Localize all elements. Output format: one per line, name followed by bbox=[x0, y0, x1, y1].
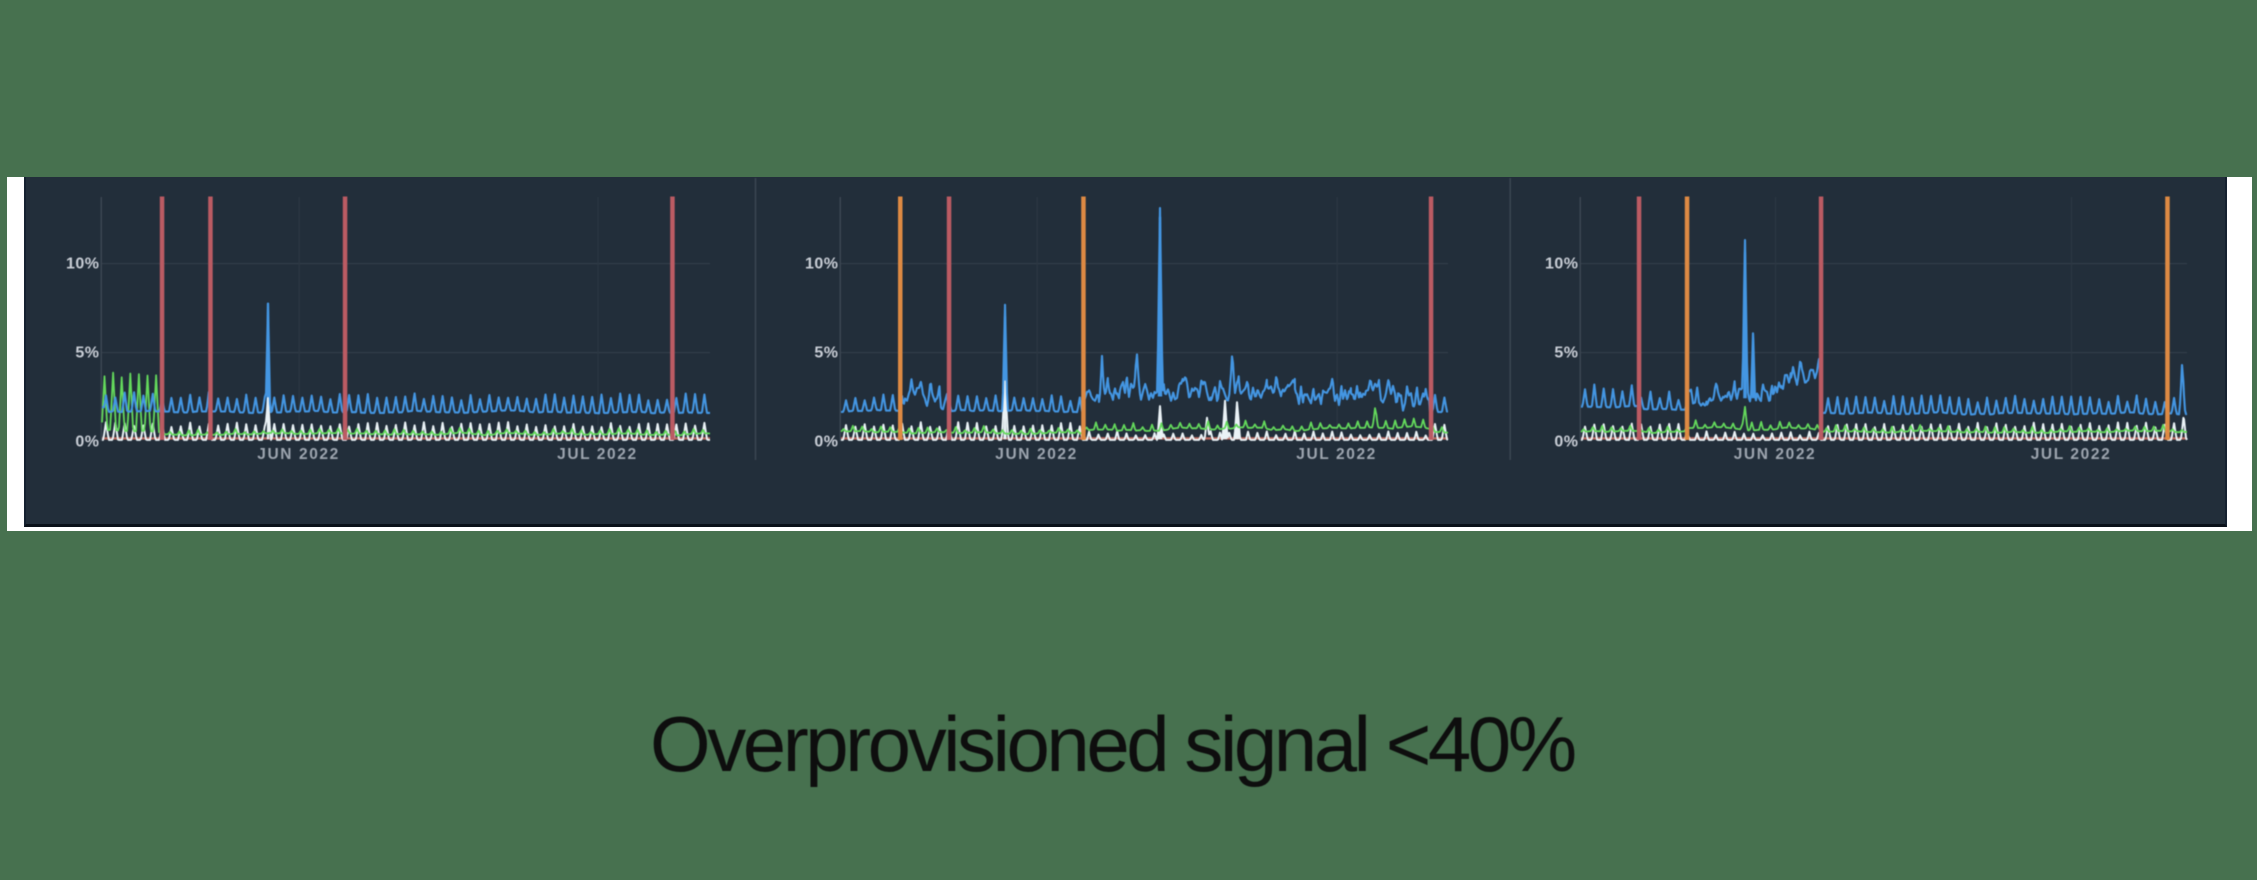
svg-text:0%: 0% bbox=[814, 434, 838, 451]
svg-text:10%: 10% bbox=[805, 256, 839, 273]
svg-text:0%: 0% bbox=[1554, 434, 1578, 451]
svg-text:5%: 5% bbox=[75, 345, 99, 362]
svg-text:JUL 2022: JUL 2022 bbox=[2031, 446, 2112, 463]
svg-text:JUN 2022: JUN 2022 bbox=[257, 446, 340, 463]
svg-text:JUN 2022: JUN 2022 bbox=[995, 446, 1078, 463]
svg-text:10%: 10% bbox=[66, 256, 100, 273]
svg-text:5%: 5% bbox=[1554, 345, 1578, 362]
svg-text:0%: 0% bbox=[75, 434, 99, 451]
svg-text:10%: 10% bbox=[1545, 256, 1579, 273]
svg-text:JUL 2022: JUL 2022 bbox=[557, 446, 638, 463]
svg-text:JUN 2022: JUN 2022 bbox=[1734, 446, 1817, 463]
svg-text:JUL 2022: JUL 2022 bbox=[1296, 446, 1377, 463]
svg-text:5%: 5% bbox=[814, 345, 838, 362]
